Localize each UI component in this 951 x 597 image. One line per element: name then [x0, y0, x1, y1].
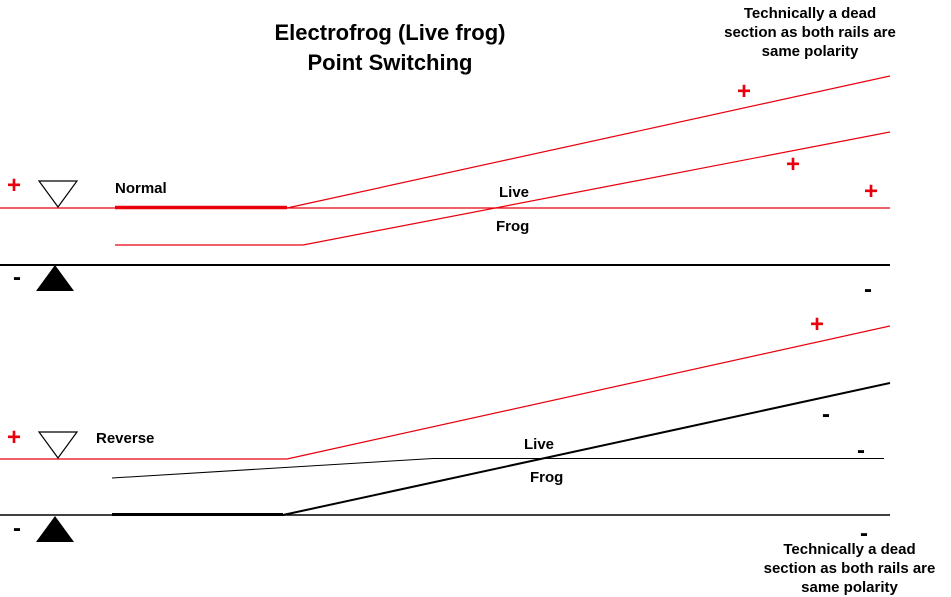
diagram-title-line1: Electrofrog (Live frog)	[274, 20, 506, 45]
plus-sign: +	[864, 178, 879, 205]
bottom-note-line3: same polarity	[801, 579, 898, 596]
normal-label: Normal	[115, 180, 167, 197]
bottom-note-line2: section as both rails are	[763, 560, 936, 577]
normal-down-triangle-marker	[37, 180, 79, 209]
reverse-live-label: Live	[524, 436, 555, 453]
normal-frog-label: Frog	[496, 218, 530, 235]
minus-sign: -	[860, 520, 868, 547]
top-note-line3: same polarity	[761, 43, 859, 60]
top-note-line1: Technically a dead	[743, 5, 877, 22]
reverse-up-triangle-marker	[36, 516, 74, 542]
minus-sign: -	[13, 264, 21, 291]
normal-up-triangle-marker	[36, 265, 74, 291]
bottom-note-line1: Technically a dead	[783, 541, 916, 558]
reverse-label: Reverse	[96, 430, 155, 447]
reverse-diverging-inner-rail	[282, 382, 891, 516]
diagram-title-line2: Point Switching	[307, 50, 473, 75]
minus-sign: -	[822, 401, 830, 428]
reverse-frog-label: Frog	[530, 469, 564, 486]
reverse-diverging-outer-rail	[286, 325, 891, 460]
top-note-line2: section as both rails are	[724, 24, 896, 41]
plus-sign: +	[810, 311, 825, 338]
plus-sign: +	[786, 151, 801, 178]
minus-sign: -	[857, 437, 865, 464]
plus-sign: +	[7, 172, 22, 199]
plus-sign: +	[7, 424, 22, 451]
reverse-switch-blade	[111, 458, 434, 479]
normal-diverging-inner-rail	[302, 131, 891, 246]
plus-sign: +	[737, 78, 752, 105]
minus-sign: -	[13, 515, 21, 542]
normal-live-label: Live	[499, 184, 530, 201]
reverse-down-triangle-marker	[37, 431, 79, 460]
minus-sign: -	[864, 276, 872, 303]
normal-diverging-outer-rail	[286, 75, 891, 209]
